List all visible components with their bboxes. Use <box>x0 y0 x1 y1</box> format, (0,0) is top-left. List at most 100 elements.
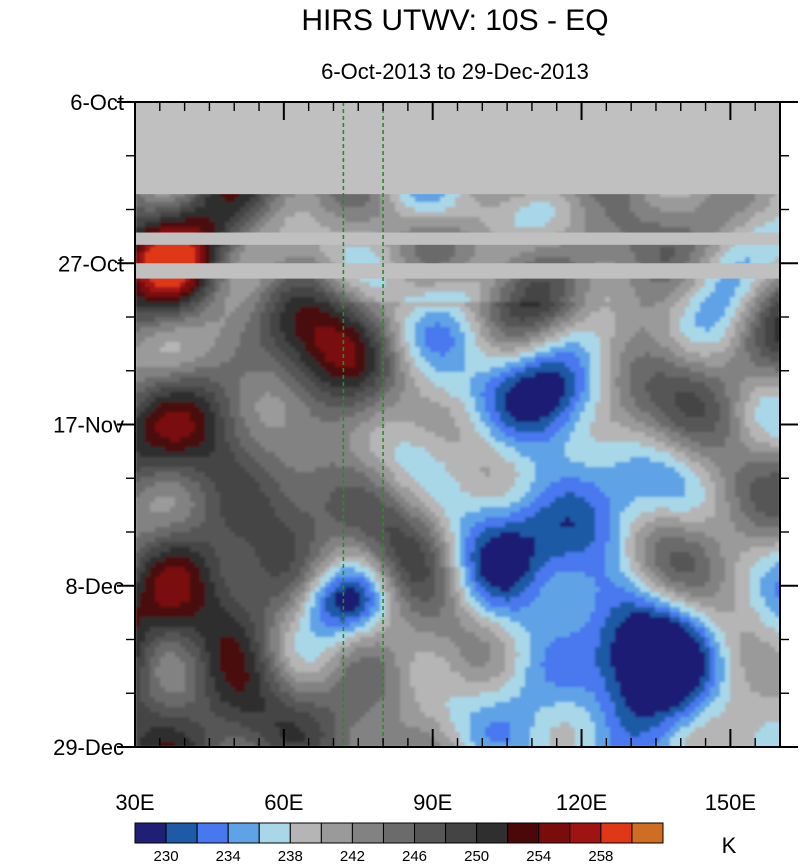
field-cell <box>245 257 251 263</box>
field-cell <box>545 192 551 198</box>
field-cell <box>575 222 581 228</box>
field-cell <box>455 257 461 263</box>
field-cell <box>645 197 651 203</box>
field-cell <box>210 217 216 223</box>
field-cell <box>720 217 726 223</box>
field-cell <box>740 277 746 283</box>
field-cell <box>570 282 576 288</box>
field-cell <box>355 207 361 213</box>
field-cell <box>285 222 291 228</box>
field-cell <box>245 282 251 288</box>
field-cell <box>295 197 301 203</box>
field-cell <box>250 252 256 258</box>
field-cell <box>475 252 481 258</box>
field-cell <box>600 197 606 203</box>
field-cell <box>530 292 536 298</box>
field-cell <box>575 227 581 233</box>
field-cell <box>155 292 161 298</box>
field-cell <box>450 257 456 263</box>
field-cell <box>575 197 581 203</box>
field-cell <box>405 207 411 213</box>
field-cell <box>615 257 621 263</box>
field-cell <box>260 202 266 208</box>
field-cell <box>155 282 161 288</box>
field-cell <box>765 202 771 208</box>
field-cell <box>690 282 696 288</box>
field-cell <box>430 257 436 263</box>
field-cell <box>190 252 196 258</box>
field-cell <box>755 222 761 228</box>
field-cell <box>345 227 351 233</box>
field-cell <box>300 282 306 288</box>
field-cell <box>645 282 651 288</box>
field-cell <box>180 192 186 198</box>
field-cell <box>730 197 736 203</box>
field-cell <box>295 247 301 253</box>
field-cell <box>245 277 251 283</box>
field-cell <box>405 282 411 288</box>
field-cell <box>360 227 366 233</box>
field-cell <box>250 212 256 218</box>
field-cell <box>685 247 691 253</box>
field-cell <box>515 257 521 263</box>
field-cell <box>640 197 646 203</box>
field-cell <box>280 282 286 288</box>
field-cell <box>450 222 456 228</box>
field-cell <box>200 252 206 258</box>
field-cell <box>275 202 281 208</box>
field-cell <box>345 222 351 228</box>
field-cell <box>385 292 391 298</box>
field-cell <box>705 252 711 258</box>
field-cell <box>195 212 201 218</box>
field-cell <box>180 277 186 283</box>
field-cell <box>455 227 461 233</box>
field-cell <box>620 202 626 208</box>
field-cell <box>285 207 291 213</box>
field-cell <box>145 217 151 223</box>
field-cell <box>665 222 671 228</box>
field-cell <box>395 287 401 293</box>
field-cell <box>550 222 556 228</box>
field-cell <box>180 207 186 213</box>
field-cell <box>135 282 141 288</box>
field-cell <box>680 217 686 223</box>
field-cell <box>440 277 446 283</box>
field-cell <box>510 197 516 203</box>
field-cell <box>730 287 736 293</box>
field-cell <box>665 192 671 198</box>
field-cell <box>630 247 636 253</box>
field-cell <box>760 212 766 218</box>
field-cell <box>675 207 681 213</box>
field-cell <box>195 292 201 298</box>
field-cell <box>375 227 381 233</box>
field-cell <box>340 202 346 208</box>
field-cell <box>525 282 531 288</box>
field-cell <box>760 207 766 213</box>
field-cell <box>695 192 701 198</box>
field-cell <box>360 252 366 258</box>
field-cell <box>500 257 506 263</box>
field-cell <box>655 217 661 223</box>
field-cell <box>695 277 701 283</box>
field-cell <box>455 277 461 283</box>
field-cell <box>330 252 336 258</box>
field-cell <box>405 222 411 228</box>
field-cell <box>395 207 401 213</box>
field-cell <box>760 192 766 198</box>
field-cell <box>205 287 211 293</box>
field-cell <box>680 257 686 263</box>
field-cell <box>135 292 141 298</box>
field-cell <box>460 277 466 283</box>
field-cell <box>550 192 556 198</box>
field-cell <box>405 252 411 258</box>
field-cell <box>280 197 286 203</box>
field-cell <box>565 222 571 228</box>
field-cell <box>190 197 196 203</box>
field-cell <box>150 227 156 233</box>
field-cell <box>730 252 736 258</box>
field-cell <box>645 277 651 283</box>
field-cell <box>170 227 176 233</box>
field-cell <box>425 192 431 198</box>
field-cell <box>420 287 426 293</box>
field-cell <box>250 217 256 223</box>
